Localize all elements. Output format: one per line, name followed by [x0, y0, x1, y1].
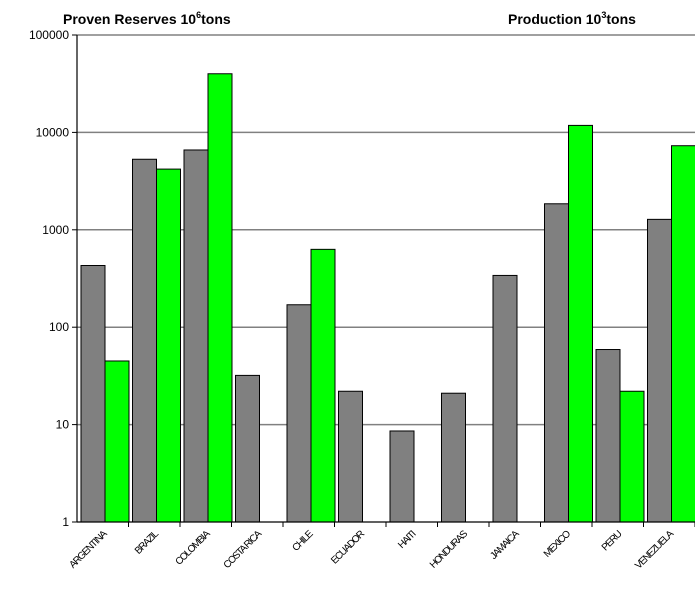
bar-reserves-argentina	[80, 265, 106, 523]
bar-reserves-venezuela	[647, 218, 672, 523]
bar-reserves-ecuador	[338, 390, 363, 523]
bar-production-venezuela	[671, 145, 695, 523]
x-tick-labels: ARGENTINA BRAZIL COLOMBIA COSTA RICA CHILE EC…	[67, 522, 695, 572]
title-left-suffix: tons	[201, 11, 231, 27]
x-tick-label: COLOMBIA	[174, 528, 213, 567]
x-tick-label: VENEZUELA	[633, 528, 676, 571]
title-right-superscript: 3	[601, 10, 606, 20]
x-tick-label: HONDURAS	[428, 528, 471, 571]
title-left: Proven Reserves 106tons	[63, 10, 231, 27]
x-tick-label: CHILE	[290, 528, 315, 553]
x-tick-label: COSTA RICA	[222, 528, 265, 571]
bar-production-peru	[619, 390, 645, 523]
title-right-suffix: tons	[606, 11, 636, 27]
title-right-text: Production 10	[508, 11, 602, 27]
bar-production-colombia	[207, 73, 233, 523]
y-tick-label: 1	[62, 515, 69, 529]
x-tick-label: MEXICO	[542, 528, 574, 560]
bar-reserves-brazil	[132, 158, 157, 523]
bar-reserves-honduras	[441, 392, 466, 523]
bar-reserves-mexico	[544, 203, 569, 523]
bar-reserves-colombia	[183, 149, 209, 523]
bar-production-argentina	[104, 360, 130, 523]
x-tick-label: BRAZIL	[133, 528, 162, 557]
title-left-text: Proven Reserves 10	[63, 11, 196, 27]
bar-reserves-costa-rica	[235, 374, 260, 523]
bars	[80, 73, 695, 523]
bar-reserves-chile	[286, 304, 312, 523]
bar-reserves-haiti	[389, 430, 415, 523]
x-tick-label: HAITI	[396, 529, 418, 551]
title-right: Production 103tons	[508, 10, 636, 27]
y-tick-label: 10	[56, 418, 70, 432]
bar-production-mexico	[568, 124, 593, 523]
x-tick-label: JAMAICA	[488, 528, 522, 562]
y-tick-label: 100000	[29, 28, 69, 42]
title-left-superscript: 6	[196, 10, 201, 20]
y-tick-label: 100	[49, 320, 69, 334]
x-tick-label: ECUADOR	[329, 529, 367, 567]
bar-production-brazil	[156, 168, 181, 523]
y-tick-label: 1000	[42, 223, 69, 237]
y-tick-label: 10000	[36, 125, 70, 139]
x-tick-label: ARGENTINA	[67, 528, 109, 570]
x-tick-label: PERU	[600, 529, 625, 554]
bar-reserves-jamaica	[492, 274, 518, 523]
bar-reserves-peru	[595, 349, 621, 523]
y-tick-labels: 1 10 100 1000 10000 100000	[29, 28, 77, 529]
bar-production-chile	[310, 248, 336, 523]
